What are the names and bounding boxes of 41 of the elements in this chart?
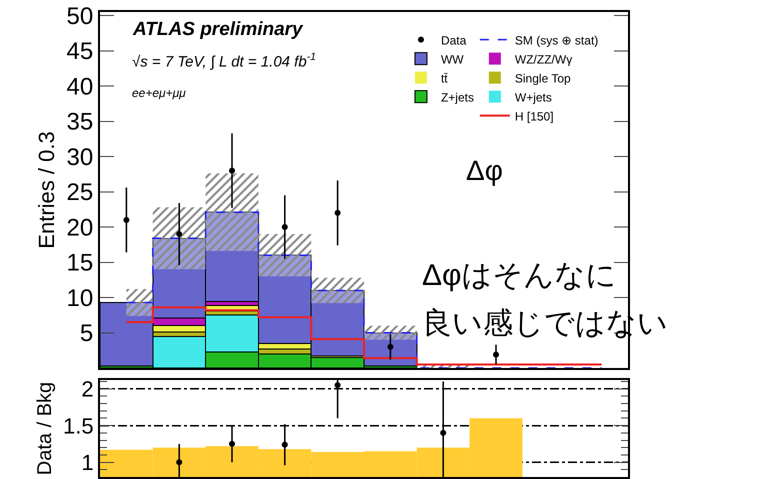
point [176,459,182,466]
y-tick-label: 20 [66,214,94,242]
annotation: ATLAS preliminary [132,19,304,40]
y-tick-label: 1 [81,450,94,475]
legend-label: Data [440,33,467,48]
y-tick-label: 5 [80,320,94,348]
y-tick-label: 35 [66,108,94,136]
legend-label: Z+jets [440,90,474,104]
y-tick-label: 50 [66,2,94,30]
point [123,216,130,223]
annotation: Δφはそんなに [422,259,616,292]
point [229,168,235,174]
y-tick-label: 15 [66,250,94,277]
y-tick-label: 30 [66,144,94,171]
annotation: √s = 7 TeV, ∫ L dt = 1.04 fb$^{-1}$ [132,51,316,70]
y-axis-title: Data / Bkg [34,382,56,476]
point [229,440,235,447]
annotation: Δφ [466,155,503,186]
point [387,344,394,350]
y-tick-label: 40 [66,73,94,100]
y-tick-label: 2 [81,376,94,402]
annotation: ee+eμ+μμ [132,86,186,100]
point [282,442,288,448]
y-tick-label: 25 [66,179,94,206]
y-tick-label: 10 [66,284,94,312]
legend-label: W+jets [514,90,552,104]
legend-label: WZ/ZZ/Wγ [514,52,572,66]
y-tick-label: 45 [66,38,94,66]
y-axis-title: Entries / 0.3 [34,131,59,249]
legend-label: SM (sys ⊕ stat) [514,33,598,48]
point [440,430,446,436]
legend-label: Single Top [514,71,572,86]
point [493,352,499,358]
y-tick-label: 1.5 [63,413,94,438]
point [334,210,341,216]
legend-label: H [150] [514,109,554,124]
point [334,382,341,388]
legend-label: WW [440,52,464,66]
legend-label: tt̄ [440,71,448,86]
point [176,231,182,238]
point [282,224,288,230]
